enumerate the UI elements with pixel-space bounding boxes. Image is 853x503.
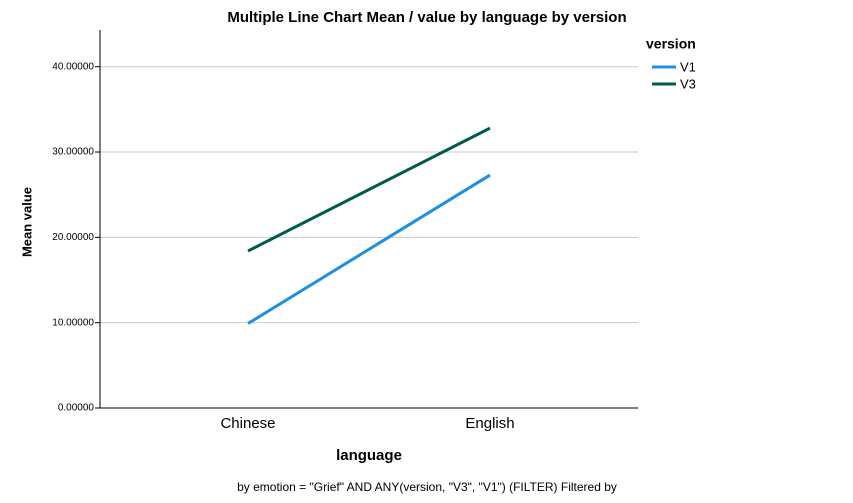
y-axis-label: Mean value — [19, 187, 34, 257]
legend-title: version — [646, 36, 696, 52]
y-tick-label: 30.00000 — [52, 147, 94, 158]
footnote: by emotion = "Grief" AND ANY(version, "V… — [237, 480, 617, 494]
y-tick-label: 10.00000 — [52, 317, 94, 328]
y-tick-label: 40.00000 — [52, 61, 94, 72]
chart-title: Multiple Line Chart Mean / value by lang… — [227, 9, 626, 26]
y-tick-label: 0.00000 — [58, 403, 95, 414]
x-tick-label: English — [465, 415, 514, 432]
y-tick-label: 20.00000 — [52, 232, 94, 243]
data-line — [247, 173, 491, 325]
x-axis-label: language — [336, 447, 402, 464]
data-line — [247, 126, 491, 253]
x-tick-label: Chinese — [220, 415, 275, 432]
legend-label: V1 — [680, 59, 696, 74]
legend-label: V3 — [680, 76, 696, 91]
